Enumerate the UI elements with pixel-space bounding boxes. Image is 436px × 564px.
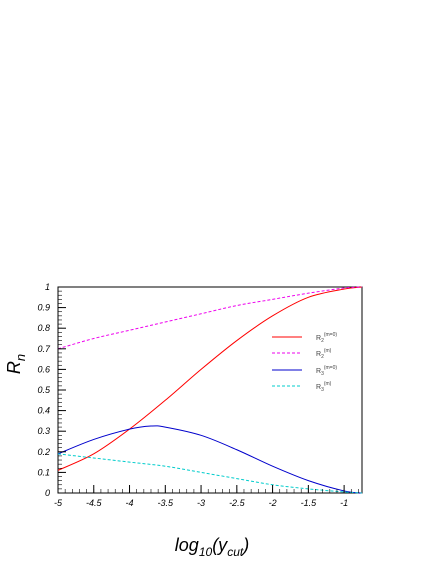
legend: R2(m=0) R2(m) R3(m=0) R3(m) <box>272 332 337 393</box>
y-axis-title: Rn <box>4 354 28 374</box>
y-tick-label: 0.1 <box>37 467 50 477</box>
y-tick-label: 0 <box>45 488 50 498</box>
series-line-4 <box>57 453 363 494</box>
y-tick-label: 0.6 <box>37 364 50 374</box>
y-tick-label: 0.4 <box>37 406 50 416</box>
series-line-2 <box>57 286 363 350</box>
y-tick-label: 0.9 <box>37 303 50 313</box>
legend-label-2: R2(m) <box>316 348 332 360</box>
x-tick-label: -3 <box>197 498 205 508</box>
x-tick-label: -5 <box>54 498 63 508</box>
y-tick-label: 0.8 <box>37 323 50 333</box>
y-tick-label: 0.5 <box>37 385 51 395</box>
series-layer <box>57 286 363 494</box>
ticks-layer: -5 -4.5 -4 -3.5 -3 -2.5 -2 -1.5 -1 0 0.1 0.2 0.3 0.4 0… <box>37 282 359 508</box>
legend-label-4: R3(m) <box>316 381 332 393</box>
x-axis-title: log10(ycut) <box>175 535 249 559</box>
x-tick-label: -4.5 <box>86 498 103 508</box>
series-line-3 <box>57 425 363 494</box>
x-tick-label: -2.5 <box>229 498 246 508</box>
y-tick-label: 0.7 <box>37 344 51 354</box>
x-tick-label: -1.5 <box>301 498 318 508</box>
y-tick-label: 0.3 <box>37 426 50 436</box>
y-tick-label: 1 <box>45 282 50 292</box>
series-line-1 <box>57 286 363 471</box>
legend-label-3: R3(m=0) <box>316 365 337 377</box>
y-tick-label: 0.2 <box>37 447 50 457</box>
x-tick-label: -4 <box>126 498 134 508</box>
x-tick-label: -1 <box>340 498 348 508</box>
legend-label-1: R2(m=0) <box>316 332 337 344</box>
x-tick-label: -3.5 <box>158 498 175 508</box>
x-tick-label: -2 <box>269 498 277 508</box>
